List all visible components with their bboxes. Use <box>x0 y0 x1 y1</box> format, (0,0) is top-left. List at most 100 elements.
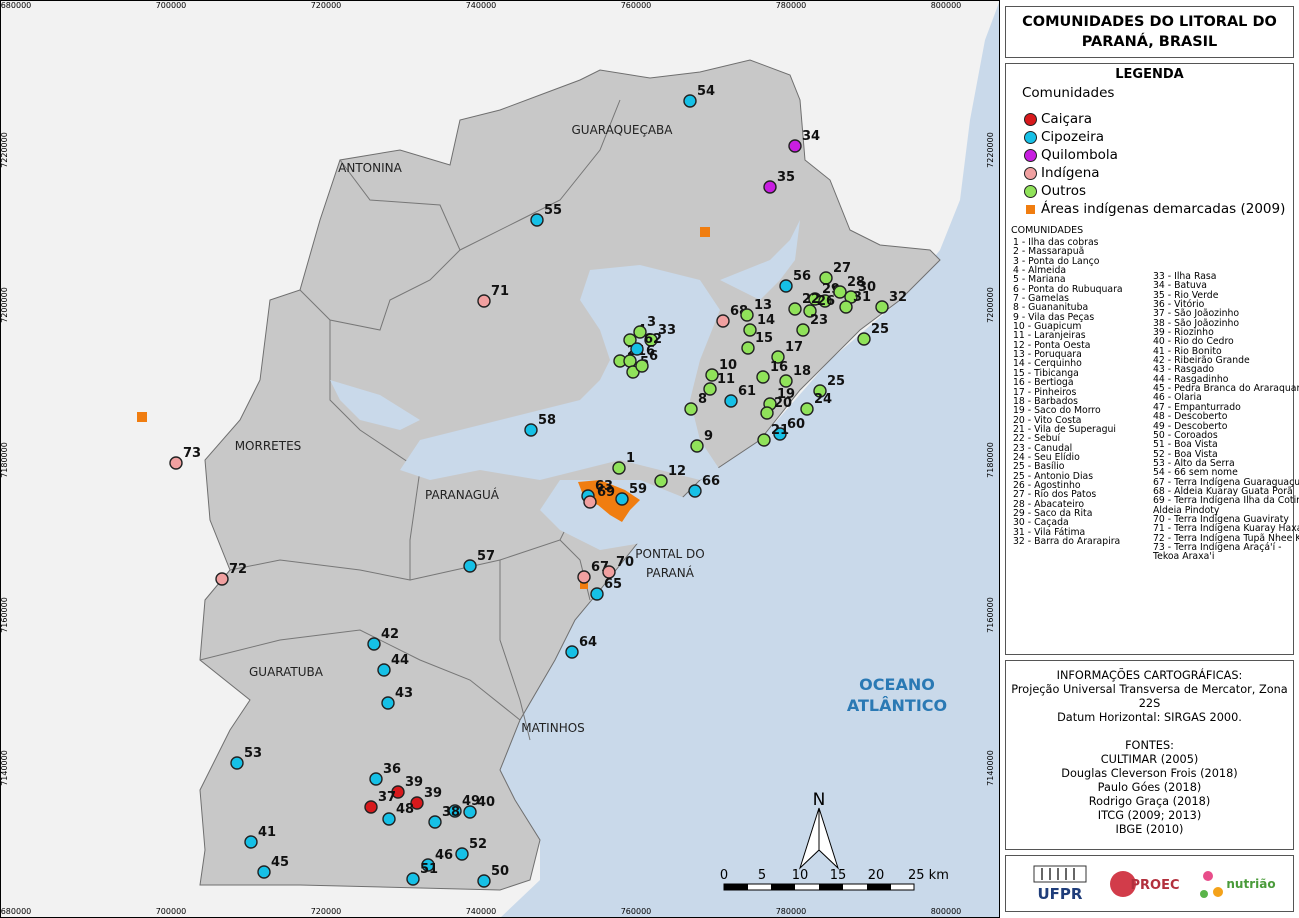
north-arrow: N <box>798 790 840 870</box>
community-point-57 <box>463 559 477 573</box>
legend: LEGENDA Comunidades Caiçara Cipozeira Quil… <box>1005 63 1299 655</box>
community-point-31 <box>839 300 853 314</box>
community-entry: 24 - Seu Elídio <box>1013 451 1080 463</box>
community-point-71 <box>477 294 491 308</box>
community-point-25 <box>857 332 871 346</box>
community-entry: 46 - Olaria <box>1153 392 1202 404</box>
community-entry: 4 - Almeida <box>1013 265 1067 277</box>
community-point-24 <box>800 402 814 416</box>
community-entry: 3 - Ponta do Lanço <box>1013 255 1100 267</box>
community-point-22 <box>788 302 802 316</box>
community-point-39 <box>410 796 424 810</box>
community-point-label: 37 <box>378 790 396 805</box>
circle-icon <box>1024 149 1037 162</box>
community-point-label: 61 <box>738 384 756 399</box>
community-point-label: 43 <box>395 686 413 701</box>
sources-heading: FONTES: <box>1125 739 1174 752</box>
legend-item-label: Outros <box>1041 183 1087 199</box>
community-entry: 10 - Guapicum <box>1013 321 1082 333</box>
community-point-23 <box>796 323 810 337</box>
community-entry: 13 - Poruquara <box>1013 349 1082 361</box>
community-entry: 41 - Rio Bonito <box>1153 345 1222 357</box>
community-point-label: 65 <box>604 577 622 592</box>
community-point-label: 17 <box>785 340 803 355</box>
community-entry: 47 - Empanturrado <box>1153 401 1241 413</box>
x-tick-label: 740000 <box>466 907 497 916</box>
community-entry: 52 - Boa Vista <box>1153 448 1218 460</box>
community-point-8 <box>684 402 698 416</box>
community-point-58 <box>524 423 538 437</box>
community-point-label: 36 <box>383 762 401 777</box>
community-point-50 <box>477 874 491 888</box>
y-tick-label: 7200000 <box>0 287 9 323</box>
community-entry: 67 - Terra Indígena Guaraguaçu <box>1153 476 1299 488</box>
community-point-label: 31 <box>853 290 871 305</box>
community-point-48 <box>382 812 396 826</box>
community-point-68 <box>716 314 730 328</box>
community-entry: 45 - Pedra Branca do Araraquara <box>1153 383 1299 395</box>
community-point-label: 25 <box>827 374 845 389</box>
x-tick-label: 680000 <box>1 907 32 916</box>
community-point-73 <box>169 456 183 470</box>
community-point-label: 25 <box>871 322 889 337</box>
community-point-4 <box>623 333 637 347</box>
community-point-43 <box>381 696 395 710</box>
community-entry: 21 - Vila de Superagui <box>1013 423 1116 435</box>
community-point-27 <box>819 271 833 285</box>
community-point-label: 71 <box>491 284 509 299</box>
x-tick-label: 800000 <box>931 907 962 916</box>
indigenous-area-square <box>137 412 147 422</box>
community-point-26 <box>803 304 817 318</box>
community-point-label: 57 <box>477 549 495 564</box>
community-point-13 <box>740 308 754 322</box>
y-tick-label: 7160000 <box>986 597 995 633</box>
communities-list-1: 1 - Ilha das cobras 2 - Massarapuã 3 - Pon… <box>1013 238 1123 547</box>
info-projection: Projeção Universal Transversa de Mercato… <box>1011 683 1288 696</box>
community-point-label: 18 <box>793 364 811 379</box>
community-point-label: 46 <box>435 848 453 863</box>
community-point-label: 45 <box>271 855 289 870</box>
community-point-label: 12 <box>668 464 686 479</box>
info-heading: INFORMAÇÕES CARTOGRÁFICAS: <box>1056 669 1243 682</box>
community-point-20 <box>760 406 774 420</box>
community-point-66 <box>688 484 702 498</box>
community-entry: 35 - Rio Verde <box>1153 289 1219 301</box>
community-point-label: 9 <box>704 429 713 444</box>
community-point-54 <box>683 94 697 108</box>
community-point-label: 35 <box>777 170 795 185</box>
legend-areas-label: Áreas indígenas demarcadas (2009) <box>1041 201 1286 217</box>
community-point-label: 49 <box>462 794 480 809</box>
community-entry: 11 - Laranjeiras <box>1013 330 1086 342</box>
source-entry: Rodrigo Graça (2018) <box>1088 795 1211 808</box>
indigenous-area-square <box>700 227 710 237</box>
community-entry: 68 - Aldeia Kuaray Guata Porã <box>1153 485 1293 497</box>
community-entry: 36 - Vitório <box>1153 299 1205 311</box>
community-point-32 <box>875 300 889 314</box>
community-point-21 <box>757 433 771 447</box>
community-point-label: 73 <box>183 446 201 461</box>
legend-item-label: Quilombola <box>1041 147 1118 163</box>
svg-text:nutrião: nutrião <box>1226 877 1275 891</box>
municipality-label: MATINHOS <box>521 721 585 735</box>
community-point-label: 44 <box>391 653 409 668</box>
communities-list-2: 33 - Ilha Rasa 34 - Batuva 35 - Rio Verde 3… <box>1153 272 1299 562</box>
community-entry: 53 - Alto da Serra <box>1153 457 1235 469</box>
community-point-64 <box>565 645 579 659</box>
community-entry: 51 - Boa Vista <box>1153 439 1218 451</box>
community-point-6 <box>635 359 649 373</box>
x-tick-label: 700000 <box>156 907 187 916</box>
community-entry: 28 - Abacateiro <box>1013 498 1085 510</box>
legend-item-label: Caiçara <box>1041 111 1092 127</box>
community-entry: 42 - Ribeirão Grande <box>1153 355 1250 367</box>
community-point-label: 60 <box>787 417 805 432</box>
community-point-59 <box>615 492 629 506</box>
community-point-label: 55 <box>544 203 562 218</box>
community-point-5 <box>626 365 640 379</box>
community-entry: 29 - Saco da Rita <box>1013 507 1093 519</box>
community-point-label: 66 <box>702 474 720 489</box>
community-point-72 <box>215 572 229 586</box>
community-point-11 <box>703 382 717 396</box>
community-entry: 23 - Canudal <box>1013 442 1073 454</box>
community-point-label: 8 <box>698 392 707 407</box>
community-point-label: 48 <box>396 802 414 817</box>
